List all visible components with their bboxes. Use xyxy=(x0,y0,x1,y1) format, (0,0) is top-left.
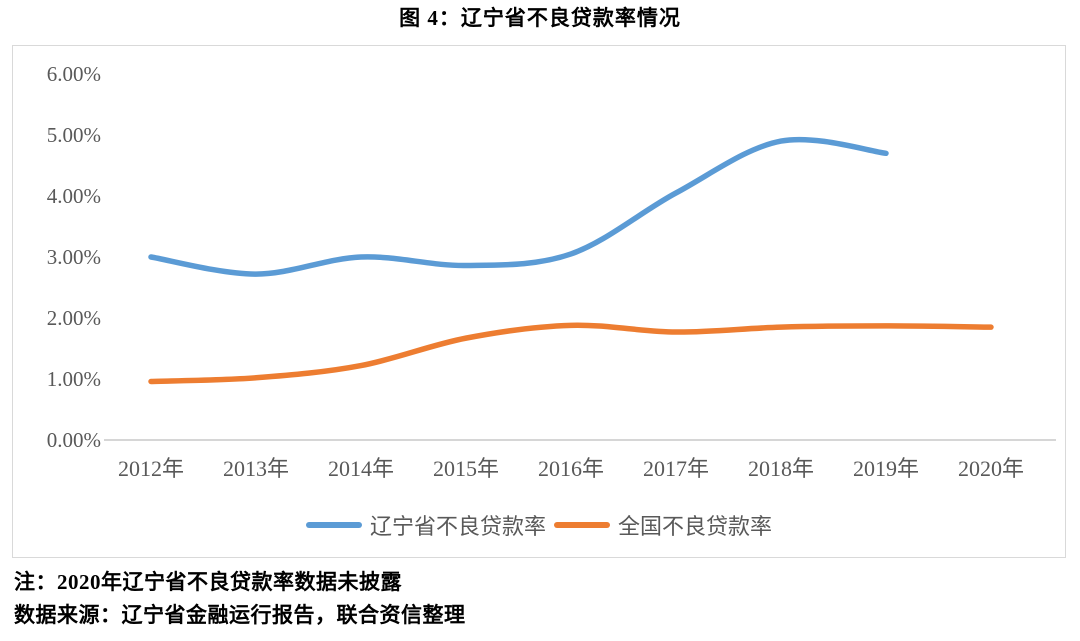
y-tick-label: 0.00% xyxy=(46,428,101,452)
legend-label-national: 全国不良贷款率 xyxy=(618,514,773,539)
x-tick-label: 2014年 xyxy=(327,456,394,481)
y-tick-label: 1.00% xyxy=(46,367,101,391)
legend-line-liaoning-icon xyxy=(305,522,362,528)
y-tick-label: 3.00% xyxy=(46,245,101,269)
chart-note: 注：2020年辽宁省不良贷款率数据未披露 xyxy=(14,570,402,594)
y-tick-label: 5.00% xyxy=(46,123,101,147)
chart-source: 数据来源：辽宁省金融运行报告，联合资信整理 xyxy=(14,603,466,627)
series-line-0 xyxy=(148,136,889,277)
legend-line-national-icon xyxy=(554,522,610,528)
x-tick-label: 2017年 xyxy=(642,456,709,481)
x-tick-label: 2019年 xyxy=(852,456,919,481)
line-chart-svg xyxy=(104,136,1056,441)
x-tick-label: 2013年 xyxy=(222,456,289,481)
x-tick-label: 2018年 xyxy=(747,456,814,481)
legend-label-liaoning: 辽宁省不良贷款率 xyxy=(369,514,546,539)
x-tick-label: 2015年 xyxy=(432,456,499,481)
chart-legend: 辽宁省不良贷款率 全国不良贷款率 xyxy=(13,509,1065,541)
y-tick-label: 4.00% xyxy=(46,184,101,208)
series-line-1 xyxy=(148,322,994,385)
y-tick-label: 2.00% xyxy=(46,306,101,330)
x-tick-label: 2012年 xyxy=(117,456,184,481)
x-tick-label: 2016年 xyxy=(537,456,604,481)
x-tick-label: 2020年 xyxy=(957,456,1024,481)
figure-title: 图 4：辽宁省不良贷款率情况 xyxy=(399,6,681,30)
chart-area: 0.00% 1.00% 2.00% 3.00% 4.00% 5.00% 6.00% 2012… xyxy=(12,45,1066,558)
y-tick-label: 6.00% xyxy=(46,62,101,86)
